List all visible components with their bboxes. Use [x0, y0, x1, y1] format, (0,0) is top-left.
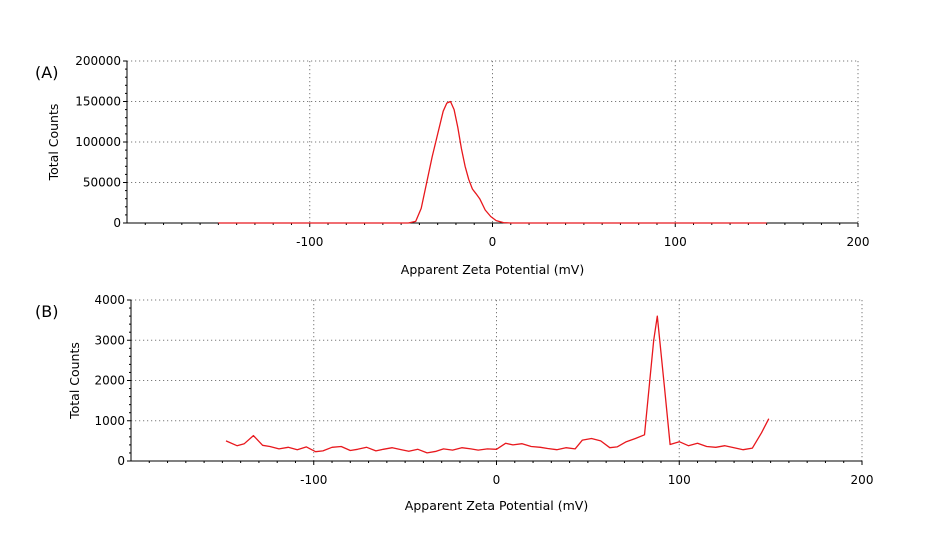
x-tick-label: 100: [664, 235, 687, 249]
x-tick-label: 200: [847, 235, 870, 249]
chart-panel-a: 0 50000 100000 150000 200000 -100 0 100 200 Appar…: [35, 54, 869, 277]
series-line: [218, 100, 767, 224]
panel-label: (B): [35, 302, 58, 321]
y-tick-label: 50000: [83, 176, 121, 190]
x-tick-label: 0: [489, 235, 497, 249]
x-tick-label: 200: [851, 473, 874, 487]
x-axis-title: Apparent Zeta Potential (mV): [401, 262, 584, 277]
series-line: [225, 315, 770, 454]
x-tick-label: 0: [493, 473, 501, 487]
y-tick-label: 100000: [75, 135, 121, 149]
x-tick-label: -100: [300, 473, 327, 487]
y-tick-label: 0: [113, 216, 121, 230]
y-axis-title: Total Counts: [67, 342, 82, 420]
y-tick-label: 150000: [75, 95, 121, 109]
y-tick-label: 200000: [75, 54, 121, 68]
y-tick-label: 0: [117, 454, 125, 468]
x-tick-label: -100: [296, 235, 323, 249]
x-axis-title: Apparent Zeta Potential (mV): [405, 498, 588, 513]
chart-panel-b: 0 1000 2000 3000 4000 -100 0 100 200 Apparent Zet…: [35, 293, 873, 513]
y-tick-label: 1000: [94, 414, 125, 428]
y-tick-label: 2000: [94, 374, 125, 388]
y-tick-label: 4000: [94, 293, 125, 307]
x-tick-label: 100: [668, 473, 691, 487]
panel-label: (A): [35, 63, 58, 82]
y-axis-title: Total Counts: [46, 104, 61, 182]
y-tick-label: 3000: [94, 333, 125, 347]
